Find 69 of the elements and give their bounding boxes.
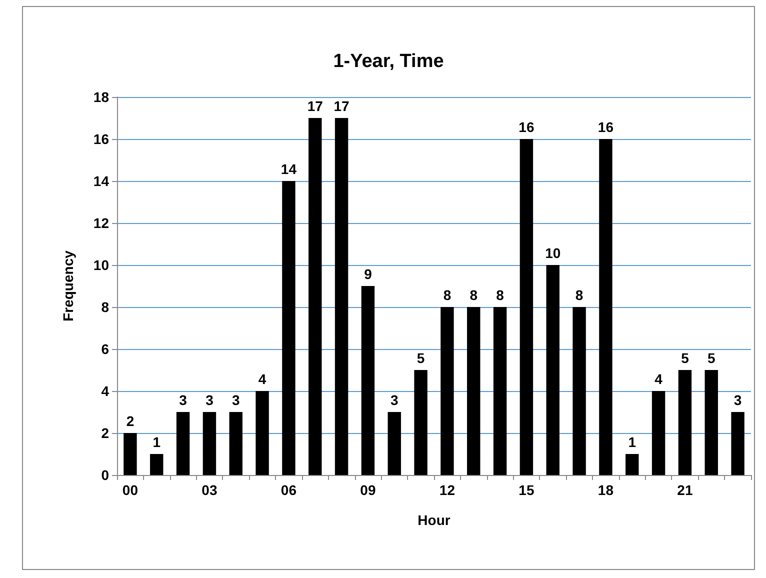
bar [282,181,296,475]
y-tick-label: 10 [93,257,110,273]
data-label: 16 [598,119,614,135]
x-tick-label: 15 [518,482,534,498]
data-label: 8 [470,287,478,303]
bar [150,454,164,475]
bar [124,433,137,475]
x-tick-label: 21 [677,482,693,498]
bar [731,412,744,475]
y-tick-label: 0 [101,467,110,483]
bar [520,139,534,475]
x-tick-label: 09 [360,482,376,498]
y-tick-label: 18 [93,89,110,105]
data-label: 9 [364,266,372,282]
bar [678,370,692,475]
bar [176,412,190,475]
x-tick-label: 18 [598,482,614,498]
y-tick-label: 12 [93,215,110,231]
y-tick-label: 8 [101,299,110,315]
bar [308,118,322,475]
data-label: 16 [518,119,534,135]
data-label: 1 [628,434,636,450]
data-label: 1 [152,434,161,450]
bar [467,307,480,475]
data-label: 17 [334,98,350,114]
bar [334,118,348,475]
bar [361,286,375,475]
x-axis-title: Hour [418,512,451,528]
data-label: 14 [280,161,297,177]
data-label: 4 [654,371,663,387]
bar [599,139,612,475]
y-tick-label: 16 [93,131,110,147]
bar [704,370,718,475]
data-label: 3 [390,392,398,408]
y-tick-label: 2 [101,425,110,441]
bar [440,307,454,475]
bar [414,370,428,475]
data-label: 5 [416,350,425,366]
data-label: 3 [206,392,214,408]
data-label: 8 [575,287,584,303]
y-tick-label: 14 [93,173,110,189]
data-label: 3 [734,392,742,408]
bar [256,391,269,475]
bar [652,391,666,475]
bar [546,265,560,475]
bar [493,307,507,475]
y-tick-label: 4 [101,383,110,399]
x-tick-label: 06 [280,482,297,498]
bar [626,454,639,475]
data-label: 5 [707,350,716,366]
data-label: 3 [232,392,240,408]
data-label: 10 [545,245,561,261]
bar [202,412,216,475]
y-axis-title: Frequency [60,250,76,322]
data-label: 2 [126,413,134,429]
bar [229,412,242,475]
chart-title: 1-Year, Time [333,51,444,72]
x-tick-label: 03 [202,482,218,498]
data-label: 4 [258,371,266,387]
x-tick-label: 12 [439,482,456,498]
data-label: 5 [681,350,690,366]
x-tick-label: 00 [122,482,138,498]
bar [572,307,586,475]
bar [388,412,401,475]
y-tick-label: 6 [101,341,110,357]
data-label: 8 [496,287,504,303]
data-label: 3 [179,392,188,408]
data-label: 17 [307,98,324,114]
data-label: 8 [443,287,452,303]
